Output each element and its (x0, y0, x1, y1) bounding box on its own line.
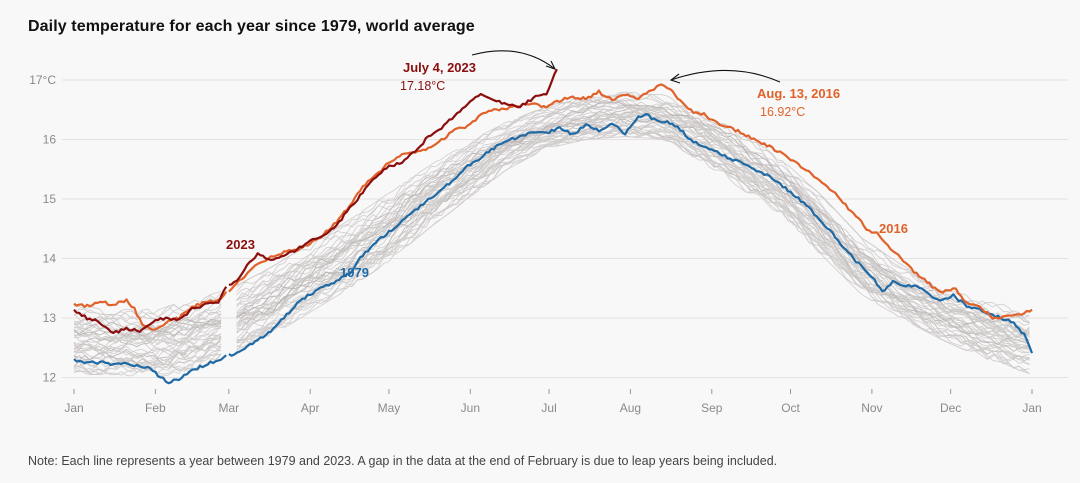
background-year-line (236, 110, 1030, 345)
series-line-2023 (228, 68, 558, 286)
chart-note: Note: Each line represents a year betwee… (28, 454, 778, 468)
highlighted-year-lines (73, 68, 1034, 385)
x-tick-label: Feb (145, 401, 166, 415)
y-axis: 12 13 14 15 16 17°C (29, 73, 56, 385)
background-year-line (236, 109, 1030, 346)
background-year-line (73, 341, 222, 366)
background-year-line (73, 290, 222, 320)
background-year-line (236, 93, 1030, 319)
background-year-line (236, 130, 1030, 371)
background-year-line (236, 111, 1030, 350)
annotation-arrow-2023 (471, 50, 556, 70)
background-year-line (236, 101, 1030, 324)
y-tick-label: 17°C (29, 73, 56, 87)
annotation-arrow-2016 (670, 69, 781, 83)
background-year-line (236, 127, 1030, 375)
background-year-line (236, 99, 1030, 337)
background-year-line (236, 119, 1030, 348)
x-tick-label: Oct (781, 401, 800, 415)
x-tick-label: Jul (541, 401, 556, 415)
annotation-value-2016: 16.92°C (760, 105, 805, 119)
background-year-line (236, 97, 1030, 333)
series-line-1979 (73, 354, 227, 385)
background-year-line (236, 104, 1030, 332)
background-year-line (73, 342, 222, 377)
x-axis: Jan Feb Mar Apr May Jun Jul Aug Sep Oct Nov Dec Jan (64, 389, 1042, 415)
chart-title: Daily temperature for each year since 19… (28, 18, 475, 35)
background-year-line (236, 91, 1030, 323)
series-line-1979 (228, 112, 1034, 357)
x-tick-label: Jan (1022, 401, 1041, 415)
background-year-line (236, 128, 1030, 374)
background-year-line (73, 322, 222, 347)
background-year-line (73, 327, 222, 353)
annotation-date-2016: Aug. 13, 2016 (757, 86, 840, 101)
series-line-2016 (228, 83, 1033, 320)
annotations: July 4, 2023 17.18°C Aug. 13, 2016 16.92°C 2… (226, 50, 908, 280)
x-tick-label: Dec (940, 401, 961, 415)
background-year-line (236, 92, 1030, 326)
x-tick-label: Sep (701, 401, 723, 415)
series-label-2023: 2023 (226, 237, 255, 252)
background-year-line (236, 114, 1030, 350)
annotation-date-2023: July 4, 2023 (403, 60, 476, 75)
background-year-line (73, 337, 222, 360)
series-label-2016: 2016 (879, 221, 908, 236)
x-tick-label: Jan (64, 401, 83, 415)
x-tick-label: Mar (219, 401, 240, 415)
x-tick-label: Nov (861, 401, 882, 415)
x-tick-label: May (378, 401, 401, 415)
background-year-line (73, 317, 222, 337)
series-line-2023 (73, 286, 228, 335)
y-tick-label: 14 (43, 252, 57, 266)
background-year-line (73, 341, 222, 360)
series-line-2016 (73, 291, 228, 331)
y-tick-label: 16 (43, 133, 57, 147)
x-tick-label: Apr (301, 401, 320, 415)
background-year-line (236, 94, 1030, 319)
background-year-line (73, 310, 222, 334)
x-tick-label: Aug (620, 401, 641, 415)
y-tick-label: 12 (43, 371, 57, 385)
background-year-line (73, 310, 222, 350)
background-year-line (73, 333, 222, 362)
background-year-line (236, 129, 1030, 360)
annotation-value-2023: 17.18°C (400, 79, 445, 93)
background-year-line (236, 128, 1030, 374)
background-year-line (236, 115, 1030, 352)
background-year-line (236, 126, 1030, 361)
series-label-1979: 1979 (340, 265, 369, 280)
background-year-line (236, 110, 1030, 341)
background-year-line (236, 129, 1030, 365)
arrowhead-icon (669, 73, 681, 84)
y-tick-label: 15 (43, 192, 57, 206)
background-year-line (73, 313, 222, 331)
background-year-line (236, 113, 1030, 351)
background-year-line (73, 323, 222, 344)
arrowhead-icon (545, 60, 557, 70)
background-year-line (73, 323, 222, 360)
x-tick-label: Jun (461, 401, 480, 415)
y-tick-label: 13 (43, 311, 57, 325)
background-year-line (73, 315, 222, 339)
